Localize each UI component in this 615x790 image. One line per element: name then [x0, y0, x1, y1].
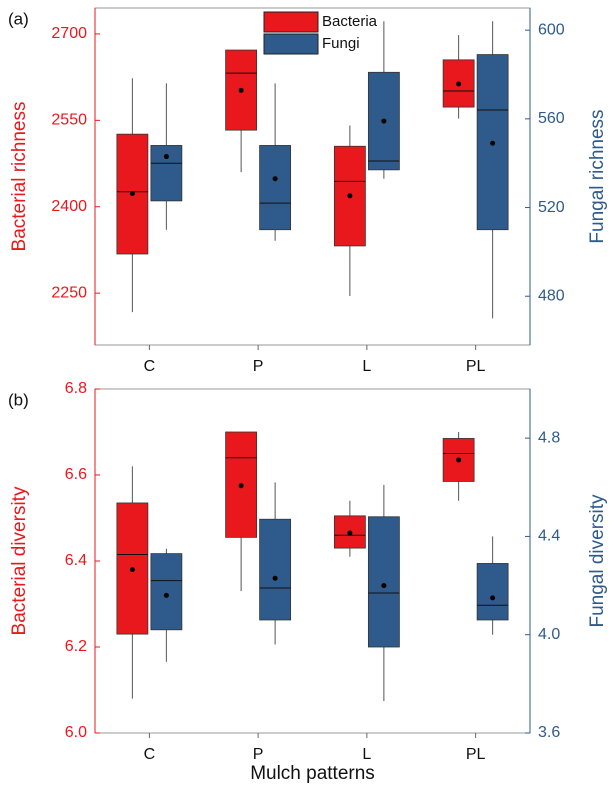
mean-dot — [129, 567, 135, 573]
x-tick-label: PL — [466, 358, 486, 375]
mean-dot — [456, 457, 462, 463]
mean-dot — [272, 176, 278, 182]
x-axis-label: Mulch patterns — [250, 763, 375, 784]
mean-dot — [272, 575, 278, 581]
x-tick-label: L — [362, 358, 371, 375]
mean-dot — [381, 583, 387, 589]
y-tick-label: 2250 — [51, 284, 87, 301]
legend-label: Bacteria — [322, 13, 378, 30]
y2-tick-label: 3.6 — [538, 724, 560, 741]
panel-label: (b) — [8, 390, 29, 409]
x-tick-label: P — [253, 746, 264, 763]
y2-tick-label: 520 — [538, 199, 565, 216]
y-tick-label: 6.8 — [65, 380, 87, 397]
mean-dot — [456, 81, 462, 87]
y-tick-label: 6.6 — [65, 466, 87, 483]
y-tick-label: 2700 — [51, 25, 87, 42]
mean-dot — [381, 118, 387, 124]
y2-tick-label: 480 — [538, 287, 565, 304]
y-tick-label: 6.0 — [65, 724, 87, 741]
box — [476, 563, 509, 621]
y2-tick-label: 4.4 — [538, 528, 560, 545]
y-axis-label: Bacterial richness — [9, 102, 30, 252]
y-tick-label: 6.4 — [65, 552, 87, 569]
y2-tick-label: 600 — [538, 21, 565, 38]
y-tick-label: 6.2 — [65, 638, 87, 655]
mean-dot — [238, 483, 244, 489]
box — [150, 553, 183, 631]
legend-label: Fungi — [322, 35, 360, 52]
mean-dot — [129, 190, 135, 196]
y-tick-label: 2400 — [51, 198, 87, 215]
x-tick-label: P — [253, 358, 264, 375]
panel-label: (a) — [8, 9, 29, 28]
x-tick-label: PL — [466, 746, 486, 763]
box — [259, 518, 292, 621]
mean-dot — [490, 595, 496, 601]
mean-dot — [238, 87, 244, 93]
y2-axis-label: Fungal richness — [587, 109, 608, 243]
box — [367, 516, 400, 648]
mean-dot — [163, 592, 169, 598]
y-tick-label: 2550 — [51, 112, 87, 129]
legend-swatch — [263, 33, 319, 55]
box — [259, 145, 292, 231]
y2-tick-label: 4.8 — [538, 429, 560, 446]
x-tick-label: L — [362, 746, 371, 763]
y2-tick-label: 4.0 — [538, 626, 560, 643]
x-tick-label: C — [144, 358, 156, 375]
mean-dot — [163, 154, 169, 160]
mean-dot — [347, 530, 353, 536]
x-tick-label: C — [144, 746, 156, 763]
box — [150, 145, 183, 202]
y2-tick-label: 560 — [538, 110, 565, 127]
y2-axis-label: Fungal diversity — [587, 494, 608, 628]
mean-dot — [347, 193, 353, 199]
mean-dot — [490, 140, 496, 146]
legend-swatch — [263, 11, 319, 33]
y-axis-label: Bacterial diversity — [9, 486, 30, 635]
